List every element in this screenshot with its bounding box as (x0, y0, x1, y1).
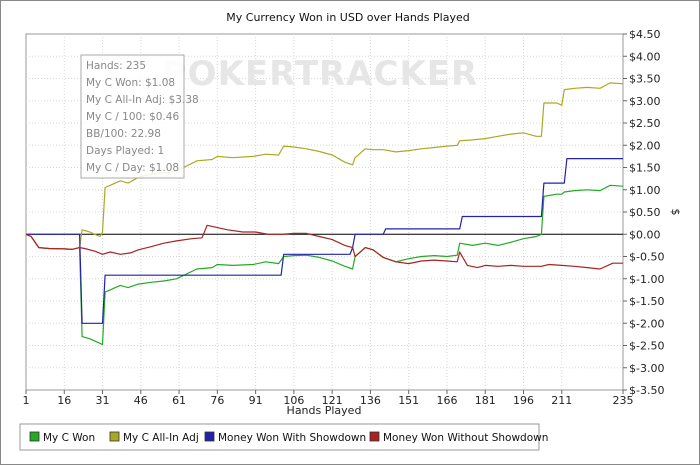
legend-label: Money Won With Showdown (218, 432, 366, 444)
legend-label: Money Won Without Showdown (383, 432, 548, 444)
x-tick-label: 31 (96, 394, 110, 407)
y-tick-label: $1.50 (629, 162, 661, 175)
x-tick-label: 1 (23, 394, 30, 407)
x-tick-label: 76 (210, 394, 224, 407)
stats-bb-100: BB/100: 22.98 (86, 128, 161, 140)
y-tick-label: $-2.50 (629, 340, 664, 353)
y-tick-label: $2.00 (629, 139, 661, 152)
watermark: POKERTRACKER (162, 54, 478, 94)
legend-swatch (109, 431, 120, 442)
x-tick-label: 151 (398, 394, 419, 407)
x-tick-label: 121 (322, 394, 343, 407)
chart-title: My Currency Won in USD over Hands Played (226, 11, 469, 24)
x-tick-label: 16 (57, 394, 71, 407)
y-tick-label: $-3.50 (629, 384, 664, 397)
y-tick-label: $3.50 (629, 73, 661, 86)
y-axis-label: $ (669, 209, 682, 216)
stats-box: Hands: 235 My C Won: $1.08 My C All-In A… (80, 54, 199, 179)
y-axis-ticks: $4.50 $4.00 $3.50 $3.00 $2.50 $2.00 $1.50 $1.00… (623, 28, 664, 397)
x-tick-label: 196 (513, 394, 534, 407)
y-tick-label: $3.00 (629, 95, 661, 108)
y-tick-label: $-2.00 (629, 317, 664, 330)
y-tick-label: $-3.00 (629, 362, 664, 375)
stats-per-100: My C / 100: $0.46 (86, 111, 179, 123)
y-tick-label: $-0.50 (629, 251, 664, 264)
series-lines (25, 82, 624, 346)
y-tick-label: $1.00 (629, 184, 661, 197)
x-tick-label: 106 (283, 394, 304, 407)
x-tick-label: 181 (475, 394, 496, 407)
x-tick-label: 136 (360, 394, 381, 407)
x-tick-label: 91 (249, 394, 263, 407)
x-tick-label: 166 (436, 394, 457, 407)
y-tick-label: $0.00 (629, 228, 661, 241)
series-line-money-won-without-showdown (25, 224, 623, 270)
y-tick-label: $-1.50 (629, 295, 664, 308)
stats-box-frame (80, 54, 185, 179)
y-tick-label: $2.50 (629, 117, 661, 130)
y-tick-label: $4.50 (629, 28, 661, 41)
y-tick-label: $4.00 (629, 50, 661, 63)
stats-allin-adj: My C All-In Adj: $3.38 (86, 94, 199, 106)
y-tick-label: $-1.00 (629, 273, 664, 286)
stats-won: My C Won: $1.08 (86, 77, 175, 89)
legend-swatch (369, 431, 380, 442)
y-tick-label: $0.50 (629, 206, 661, 219)
legend-label: My C Won (43, 432, 95, 444)
series-line-my-c-all-in-adj (25, 82, 624, 250)
legend: My C Won My C All-In Adj Money Won With Sh… (29, 431, 548, 444)
series-line-money-won-with-showdown (26, 158, 623, 324)
series-line-my-c-won (25, 184, 624, 346)
legend-swatch (29, 431, 40, 442)
legend-swatch (204, 431, 215, 442)
legend-label: My C All-In Adj (123, 432, 199, 444)
x-tick-label: 211 (551, 394, 572, 407)
stats-hands: Hands: 235 (86, 60, 146, 72)
x-tick-label: 61 (172, 394, 186, 407)
stats-per-day: My C / Day: $1.08 (86, 162, 179, 174)
x-tick-label: 235 (613, 394, 634, 407)
legend-frame (19, 423, 540, 451)
stats-days: Days Played: 1 (86, 145, 164, 157)
x-tick-label: 46 (134, 394, 148, 407)
x-axis-label: Hands Played (287, 404, 362, 417)
x-axis-ticks: 1 16 31 46 61 76 91 106 121 136 151 166 181 196 211 235 (23, 390, 634, 407)
